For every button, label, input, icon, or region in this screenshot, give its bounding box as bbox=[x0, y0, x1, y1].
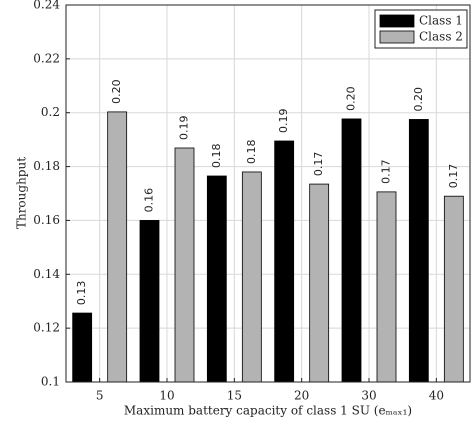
legend-swatch bbox=[379, 14, 415, 28]
x-tick-label: 15 bbox=[227, 389, 242, 403]
value-label: 0.16 bbox=[143, 188, 156, 213]
legend-swatch bbox=[379, 30, 415, 44]
value-label: 0.17 bbox=[312, 152, 325, 177]
x-axis-label: Maximum battery capacity of class 1 SU (… bbox=[124, 404, 412, 418]
value-label: 0.18 bbox=[245, 139, 258, 163]
legend-label: Class 1 bbox=[419, 14, 463, 28]
y-tick-label: 0.18 bbox=[33, 159, 60, 173]
value-label: 0.19 bbox=[178, 115, 191, 140]
bar bbox=[443, 195, 464, 383]
value-label: 0.19 bbox=[277, 108, 290, 133]
bar bbox=[72, 312, 93, 383]
value-label: 0.20 bbox=[345, 86, 358, 111]
value-label: 0.17 bbox=[447, 164, 460, 189]
x-tick-label: 30 bbox=[361, 389, 376, 403]
y-tick-label: 0.2 bbox=[41, 105, 60, 119]
bar bbox=[274, 140, 295, 383]
value-label: 0.13 bbox=[75, 281, 88, 306]
legend-label: Class 2 bbox=[419, 30, 463, 44]
y-tick-label: 0.16 bbox=[33, 213, 60, 227]
plot-area bbox=[66, 5, 470, 382]
value-label: 0.20 bbox=[110, 79, 123, 103]
x-tick-label: 40 bbox=[429, 389, 444, 403]
y-tick-label: 0.12 bbox=[33, 321, 60, 335]
y-tick-label: 0.14 bbox=[33, 267, 60, 281]
value-label: 0.20 bbox=[412, 87, 425, 112]
value-label: 0.17 bbox=[380, 159, 393, 184]
x-tick-label: 10 bbox=[159, 389, 174, 403]
bar bbox=[309, 183, 330, 383]
value-label: 0.18 bbox=[210, 143, 223, 168]
x-tick-label: 20 bbox=[294, 389, 309, 403]
axes-frame bbox=[65, 4, 471, 383]
y-tick-label: 0.24 bbox=[33, 0, 60, 12]
bar bbox=[408, 119, 429, 383]
bar bbox=[107, 111, 128, 383]
y-tick-label: 0.1 bbox=[41, 375, 60, 389]
bar bbox=[174, 147, 195, 383]
x-tick-label: 5 bbox=[96, 389, 104, 403]
y-axis-label: Throughput bbox=[15, 157, 29, 229]
bar bbox=[376, 191, 397, 383]
bar bbox=[139, 220, 160, 383]
bar bbox=[206, 175, 227, 383]
y-tick-label: 0.22 bbox=[33, 51, 60, 65]
bar bbox=[341, 118, 362, 383]
bar bbox=[241, 171, 262, 383]
